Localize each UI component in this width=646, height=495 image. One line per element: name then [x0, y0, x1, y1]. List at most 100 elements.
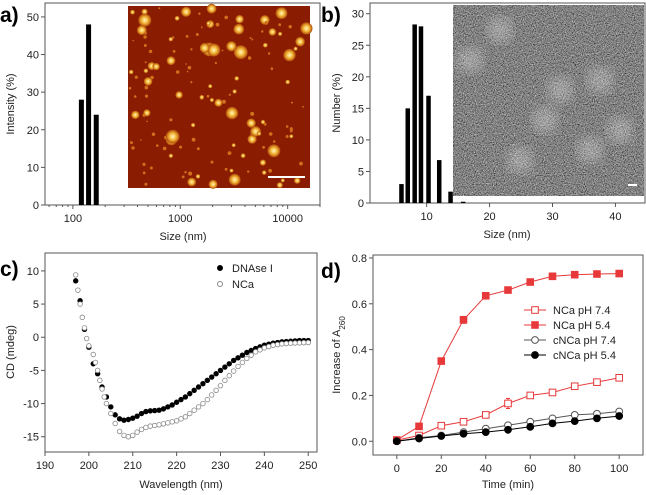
- afm-particle: [166, 56, 176, 66]
- x-tick-label: 200: [80, 460, 98, 472]
- data-point: [526, 422, 535, 431]
- afm-particle: [142, 162, 146, 166]
- afm-particle: [142, 171, 146, 175]
- series-cnca-ph-5-4: [392, 412, 624, 446]
- afm-particle: [149, 166, 153, 170]
- data-point: [244, 355, 250, 362]
- afm-particle: [196, 147, 200, 151]
- afm-particle: [270, 67, 274, 70]
- data-point: [151, 407, 158, 414]
- legend-label: NCa pH 7.4: [553, 305, 610, 317]
- data-point: [593, 414, 601, 423]
- afm-particle: [233, 45, 248, 60]
- afm-particle: [181, 6, 192, 17]
- bar: [426, 95, 431, 203]
- tem-particle: [507, 147, 533, 173]
- x-tick-label: 60: [524, 463, 536, 475]
- data-point: [392, 437, 401, 446]
- x-tick-label: 190: [36, 460, 54, 472]
- afm-particle: [169, 118, 173, 122]
- data-point: [187, 410, 193, 417]
- afm-particle: [144, 85, 149, 90]
- y-axis-label: CD (mdeg): [5, 325, 17, 379]
- tem-particle: [577, 137, 603, 163]
- afm-particle: [233, 23, 245, 35]
- data-point: [108, 404, 114, 410]
- afm-particle: [190, 81, 193, 84]
- y-tick-label: 25: [352, 40, 364, 52]
- data-point: [248, 352, 254, 358]
- data-point: [415, 434, 423, 443]
- afm-particle: [209, 97, 214, 103]
- data-point: [235, 363, 241, 370]
- y-axis-label: Intensity (%): [5, 73, 17, 134]
- afm-particle: [143, 77, 153, 86]
- data-point: [173, 399, 180, 405]
- y-tick-label: 10: [27, 162, 39, 174]
- x-tick-label: 20: [435, 463, 447, 475]
- y-axis-label-subscript: 260: [338, 316, 347, 330]
- data-point: [548, 419, 557, 428]
- afm-particle: [231, 143, 236, 148]
- y-tick-label: 0.4: [352, 345, 367, 357]
- y-tick-label: 5: [358, 166, 364, 178]
- afm-particle: [181, 175, 185, 179]
- data-point: [200, 400, 206, 407]
- x-tick-label: 220: [167, 460, 185, 472]
- afm-particle: [247, 134, 257, 144]
- x-tick-label: 1000: [168, 213, 192, 225]
- afm-particle: [260, 119, 266, 125]
- x-axis-label: Time (min): [482, 479, 534, 491]
- data-point: [504, 425, 512, 434]
- afm-particle: [136, 25, 147, 36]
- data-point: [244, 349, 250, 356]
- afm-particle: [186, 70, 189, 73]
- y-tick-label: 15: [352, 103, 364, 115]
- x-axis-label: Size (nm): [483, 229, 530, 241]
- data-point: [615, 412, 624, 420]
- panel-label: a): [0, 4, 19, 27]
- afm-particle: [294, 177, 301, 184]
- afm-particle: [214, 98, 223, 107]
- afm-particle: [262, 145, 265, 149]
- legend-label: cNCa pH 7.4: [553, 335, 616, 347]
- afm-particle: [289, 134, 294, 139]
- plot-frame: [44, 252, 318, 453]
- afm-particle: [207, 43, 221, 57]
- data-point: [252, 349, 259, 355]
- bar: [460, 201, 466, 203]
- data-point: [217, 367, 224, 374]
- data-point: [156, 422, 162, 428]
- data-point: [548, 272, 557, 281]
- bar: [78, 99, 84, 205]
- afm-particle: [250, 111, 255, 116]
- bar: [418, 26, 424, 204]
- data-point: [531, 336, 539, 344]
- afm-particle: [247, 56, 252, 60]
- y-tick-label: 40: [27, 50, 39, 62]
- afm-particle: [256, 131, 262, 136]
- afm-particle: [208, 179, 218, 189]
- data-point: [182, 414, 189, 420]
- afm-particle: [179, 145, 183, 149]
- afm-particle: [229, 168, 234, 173]
- afm-particle: [215, 22, 220, 27]
- y-axis-label: Number (%): [331, 73, 343, 132]
- panel-d-release-kinetics: 0 20 40 60 80 100 0.0 0.2 0.4 0.6 0.8 d) Time (min) I…: [321, 253, 644, 491]
- afm-particle: [148, 49, 153, 54]
- bar: [93, 114, 99, 205]
- data-point: [165, 420, 171, 426]
- afm-particle: [206, 21, 211, 26]
- data-point: [195, 384, 202, 390]
- data-point: [112, 412, 118, 418]
- afm-particle: [210, 160, 214, 164]
- data-point: [86, 343, 92, 349]
- afm-particle: [185, 63, 187, 65]
- data-point: [437, 432, 446, 440]
- data-point: [125, 434, 132, 440]
- afm-particle: [175, 91, 183, 99]
- x-tick-label: 10000: [272, 213, 303, 225]
- afm-particle: [191, 137, 196, 142]
- data-point: [178, 396, 184, 403]
